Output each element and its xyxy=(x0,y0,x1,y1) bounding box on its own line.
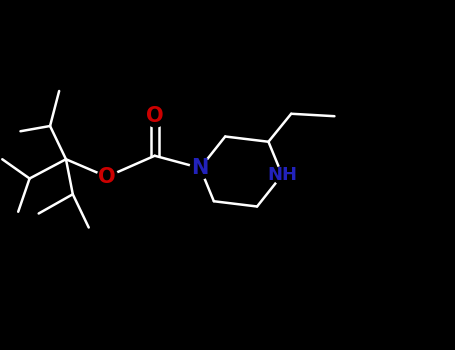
Text: NH: NH xyxy=(267,166,297,184)
Text: N: N xyxy=(192,158,209,178)
Text: O: O xyxy=(98,167,116,187)
Text: O: O xyxy=(146,105,163,126)
